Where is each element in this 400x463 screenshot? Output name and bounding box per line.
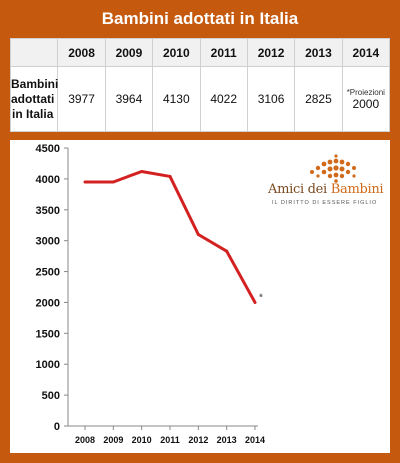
- value-cell: 3964: [104, 66, 154, 132]
- data-point: [225, 249, 229, 253]
- table-header-row: 2008 2009 2010 2011 2012 2013 2014: [9, 38, 391, 67]
- x-tick-label: 2013: [217, 435, 237, 445]
- chart-title: Bambini adottati in Italia: [101, 9, 299, 28]
- line-chart: 0 500 1000 1500 2000 2500 3000 3500 4000 4500 2008…: [36, 143, 266, 445]
- data-point: [168, 174, 172, 178]
- y-tick-label: 4500: [36, 143, 60, 155]
- y-tick-label: 3500: [36, 205, 60, 217]
- logo-name: Amici dei Bambini: [268, 182, 384, 197]
- x-tick-label: 2008: [75, 435, 95, 445]
- y-tick-label: 3000: [36, 236, 60, 248]
- data-table-container: 2008 2009 2010 2011 2012 2013 2014 Bambi…: [9, 38, 391, 132]
- value-cell-projection: *Proiezioni 2000: [341, 66, 391, 132]
- data-table: 2008 2009 2010 2011 2012 2013 2014 Bambi…: [9, 38, 391, 132]
- x-tick-label: 2010: [132, 435, 152, 445]
- x-tick-label: 2012: [188, 435, 208, 445]
- y-tick-label: 2000: [36, 297, 60, 309]
- projection-note: *Proiezioni: [346, 87, 385, 97]
- logo-name-part1: Amici dei: [268, 182, 331, 197]
- row-label-line: adottati: [11, 91, 55, 106]
- value-cell: 3106: [246, 66, 296, 132]
- amici-dei-bambini-logo: Amici dei Bambini IL DIRITTO DI ESSERE F…: [268, 154, 384, 214]
- data-point: [140, 169, 144, 173]
- y-tick-label: 500: [42, 390, 60, 402]
- data-point: [253, 300, 257, 304]
- year-header: 2009: [104, 38, 154, 67]
- x-tick-label: 2014: [245, 435, 265, 445]
- y-tick-label: 2500: [36, 267, 60, 279]
- data-point: [196, 232, 200, 236]
- value-cell: 2825: [294, 66, 343, 132]
- year-header: 2012: [246, 38, 296, 67]
- row-label: Bambini adottati in Italia: [9, 66, 59, 132]
- chart-container: 0 500 1000 1500 2000 2500 3000 3500 4000 4500 2008…: [10, 140, 390, 453]
- value-cell: 3977: [57, 66, 106, 132]
- value-cell: 4022: [199, 66, 248, 132]
- row-label-line: Bambini: [11, 76, 59, 91]
- data-point: [83, 180, 87, 184]
- x-tick-label: 2011: [160, 435, 180, 445]
- year-header: 2008: [57, 38, 106, 67]
- year-header: 2011: [199, 38, 248, 67]
- data-point: [111, 180, 115, 184]
- year-header: 2013: [294, 38, 343, 67]
- projection-annotation: *: [259, 292, 263, 303]
- year-header: 2014: [341, 38, 391, 67]
- table-row: Bambini adottati in Italia 3977 3964 413…: [9, 66, 391, 132]
- logo-tagline: IL DIRITTO DI ESSERE FIGLIO: [272, 200, 378, 206]
- projection-value: 2000: [352, 96, 380, 111]
- y-tick-label: 1000: [36, 359, 60, 371]
- logo-name-part2: Bambini: [330, 182, 384, 197]
- x-tick-label: 2009: [103, 435, 123, 445]
- series-line: [85, 169, 257, 304]
- year-header: 2010: [152, 38, 201, 67]
- logo-dots-icon: [310, 154, 356, 183]
- value-cell: 4130: [152, 66, 201, 132]
- y-tick-label: 4000: [36, 174, 60, 186]
- row-label-line: in Italia: [12, 106, 54, 121]
- y-tick-label: 0: [54, 421, 60, 433]
- table-corner-cell: [9, 38, 59, 67]
- y-tick-label: 1500: [36, 328, 60, 340]
